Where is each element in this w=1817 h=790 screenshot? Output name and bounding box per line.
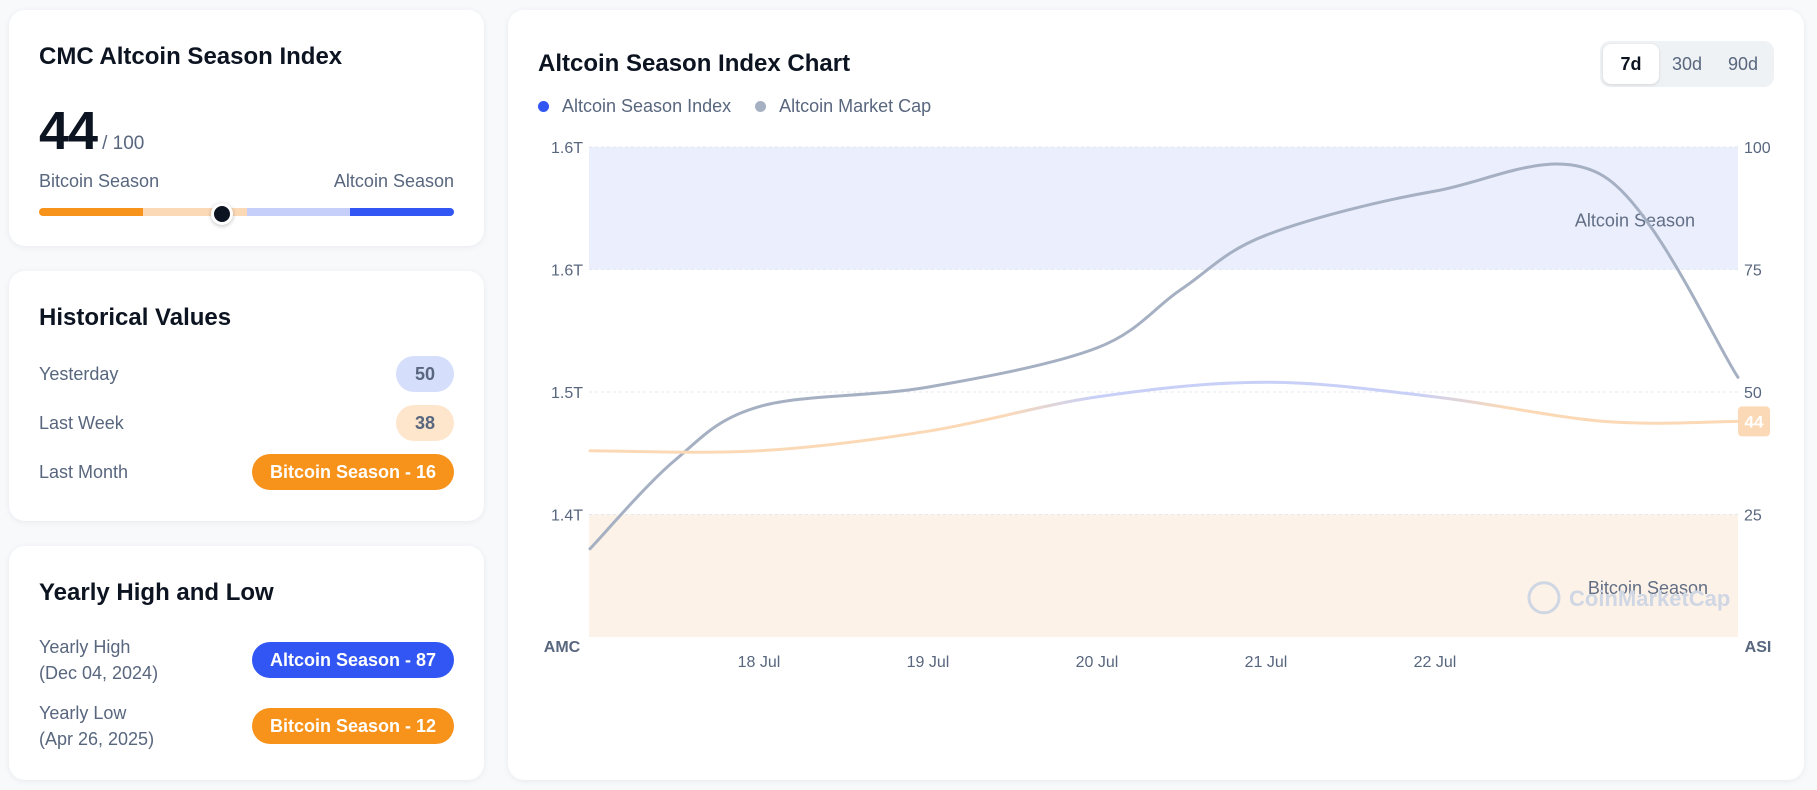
bar-segment-bitcoin-soft bbox=[142, 208, 247, 216]
chart-title: Altcoin Season Index Chart bbox=[538, 50, 851, 77]
badge-value: 44 bbox=[1745, 412, 1764, 431]
right-axis-tick-label: 75 bbox=[1744, 263, 1762, 280]
history-row-last-month: Last Month Bitcoin Season - 16 bbox=[39, 454, 454, 490]
left-axis-tick-label: 1.4T bbox=[551, 508, 583, 525]
altcoin-season-label: Altcoin Season bbox=[333, 171, 454, 191]
right-axis-tick-label: 100 bbox=[1744, 140, 1771, 157]
bar-segment-bitcoin bbox=[39, 208, 143, 216]
value-badge: Bitcoin Season - 16 bbox=[251, 454, 454, 490]
bitcoin-zone-label: Bitcoin Season bbox=[1588, 578, 1708, 598]
range-30d-button[interactable]: 30d bbox=[1671, 53, 1703, 74]
left-axis-tick-label: 1.6T bbox=[551, 140, 583, 157]
watermark-text: CoinMarketCap bbox=[1569, 586, 1730, 611]
x-axis-ticks: 18 Jul 19 Jul 20 Jul 21 Jul 22 Jul bbox=[738, 654, 1457, 671]
legend-item-index[interactable]: Altcoin Season Index bbox=[538, 96, 731, 117]
yearly-high-text: Yearly High (Dec 04, 2024) bbox=[39, 634, 158, 686]
series-line-index bbox=[588, 380, 1740, 454]
x-axis-tick-label: 18 Jul bbox=[738, 654, 781, 671]
right-axis-tick-label: 50 bbox=[1744, 385, 1762, 402]
x-axis-tick-label: 20 Jul bbox=[1076, 654, 1119, 671]
index-value: 44 bbox=[39, 101, 98, 161]
historical-title: Historical Values bbox=[39, 304, 232, 331]
altcoin-zone-label: Altcoin Season bbox=[1575, 211, 1695, 231]
season-scale-bar bbox=[39, 208, 454, 216]
index-title: CMC Altcoin Season Index bbox=[39, 43, 343, 70]
series-line-market-cap bbox=[588, 162, 1740, 551]
left-axis-tick-label: 1.5T bbox=[551, 385, 583, 402]
range-7d-button[interactable]: 7d bbox=[1603, 44, 1659, 84]
yearly-low-text: Yearly Low (Apr 26, 2025) bbox=[39, 700, 154, 752]
season-indicator-knob bbox=[210, 203, 233, 225]
row-label: Last Month bbox=[39, 461, 129, 482]
x-axis-tick-label: 19 Jul bbox=[907, 654, 950, 671]
value-badge: 50 bbox=[396, 356, 454, 392]
historical-values-card: Historical Values Yesterday 50 Last Week… bbox=[9, 271, 484, 521]
history-row-last-week: Last Week 38 bbox=[39, 405, 454, 441]
yearly-low-row: Yearly Low (Apr 26, 2025) Bitcoin Season… bbox=[39, 698, 454, 754]
left-axis-name: AMC bbox=[544, 639, 581, 656]
bitcoin-season-zone bbox=[589, 514, 1738, 637]
x-axis-tick-label: 22 Jul bbox=[1414, 654, 1457, 671]
yearly-high-label: Yearly High bbox=[39, 637, 131, 657]
yearly-high-badge: Altcoin Season - 87 bbox=[251, 642, 454, 678]
left-axis-tick-label: 1.6T bbox=[551, 263, 583, 280]
legend-item-market-cap[interactable]: Altcoin Market Cap bbox=[755, 96, 931, 117]
range-90d-button[interactable]: 90d bbox=[1727, 53, 1759, 74]
right-axis-tick-label: 25 bbox=[1744, 508, 1762, 525]
yearly-card: Yearly High and Low Yearly High (Dec 04,… bbox=[9, 546, 484, 780]
bitcoin-season-label: Bitcoin Season bbox=[39, 171, 160, 191]
yearly-low-label: Yearly Low bbox=[39, 703, 127, 723]
bar-segment-altcoin-soft bbox=[246, 208, 351, 216]
chart-plot: Altcoin Season Bitcoin Season CoinMarket… bbox=[544, 140, 1772, 671]
yearly-title: Yearly High and Low bbox=[39, 579, 274, 606]
current-value-badge: 44 bbox=[1738, 406, 1770, 437]
yearly-high-date: (Dec 04, 2024) bbox=[39, 663, 159, 683]
row-label: Last Week bbox=[39, 412, 124, 433]
index-card: CMC Altcoin Season Index 44 / 100 Bitcoi… bbox=[9, 10, 484, 246]
yearly-low-badge: Bitcoin Season - 12 bbox=[251, 708, 454, 744]
right-axis-name: ASI bbox=[1745, 639, 1772, 656]
yearly-low-date: (Apr 26, 2025) bbox=[39, 729, 155, 749]
x-axis-tick-label: 21 Jul bbox=[1245, 654, 1288, 671]
chart-legend: Altcoin Season Index Altcoin Market Cap bbox=[538, 96, 931, 117]
altcoin-season-zone bbox=[589, 147, 1738, 270]
coinmarketcap-logo-icon bbox=[1527, 581, 1561, 615]
history-row-yesterday: Yesterday 50 bbox=[39, 356, 454, 392]
left-axis-ticks: 1.6T 1.6T 1.5T 1.4T bbox=[551, 140, 583, 525]
legend-label: Altcoin Market Cap bbox=[779, 96, 932, 116]
chart-card: Altcoin Season Index Chart Altcoin Seaso… bbox=[508, 10, 1804, 780]
index-max: / 100 bbox=[102, 133, 145, 154]
value-badge: 38 bbox=[396, 405, 454, 441]
index-score: 44 / 100 bbox=[39, 100, 144, 162]
legend-dot-icon bbox=[538, 101, 549, 112]
legend-label: Altcoin Season Index bbox=[562, 96, 732, 116]
coinmarketcap-watermark: CoinMarketCap bbox=[1527, 581, 1730, 615]
yearly-high-row: Yearly High (Dec 04, 2024) Altcoin Seaso… bbox=[39, 632, 454, 688]
bar-segment-altcoin bbox=[350, 208, 454, 216]
range-selector: 7d 30d 90d bbox=[1600, 41, 1774, 87]
badge-background bbox=[1738, 406, 1770, 437]
row-label: Yesterday bbox=[39, 363, 119, 384]
right-axis-ticks: 100 75 50 25 bbox=[1744, 140, 1771, 525]
legend-dot-icon bbox=[755, 101, 767, 112]
